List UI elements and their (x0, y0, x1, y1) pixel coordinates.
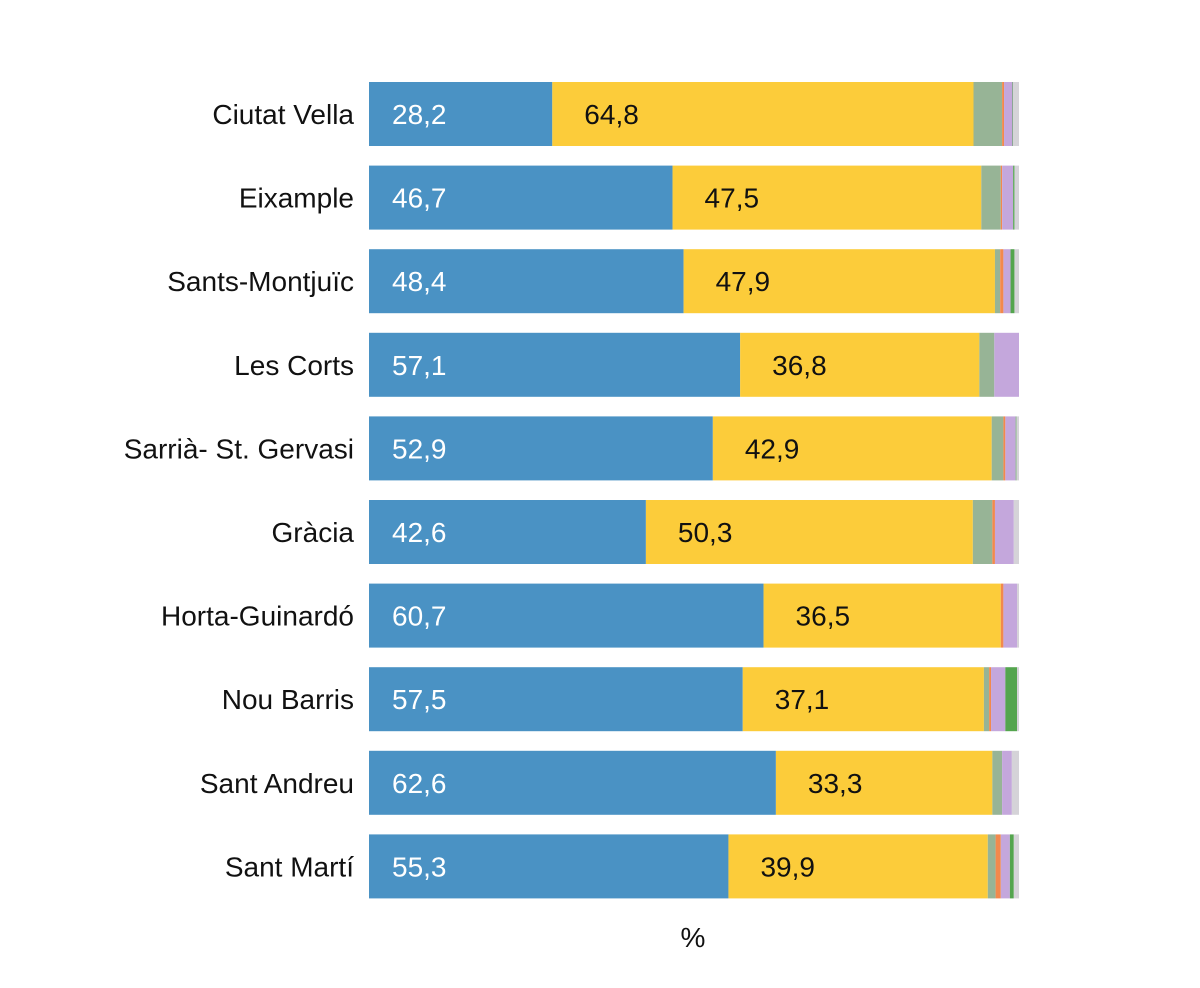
category-label: Sant Andreu (200, 768, 354, 799)
bar-segment (1002, 165, 1014, 230)
bar-segment (1013, 82, 1019, 146)
bar-segment (645, 500, 973, 564)
bar-segment (1003, 416, 1006, 481)
bar-segment (369, 165, 673, 230)
category-label: Gràcia (272, 517, 355, 548)
data-label: 62,6 (392, 768, 447, 799)
data-label: 33,3 (808, 768, 863, 799)
bar-segment (369, 750, 776, 815)
bar-segment (369, 667, 743, 732)
x-axis-label: % (681, 922, 706, 953)
category-label: Les Corts (234, 350, 354, 381)
bar-segment (989, 667, 992, 732)
bar-segment (1010, 249, 1015, 314)
bar-segment (1016, 416, 1019, 481)
data-label: 60,7 (392, 601, 447, 632)
bar-segment (987, 834, 996, 899)
bar-segment (740, 332, 980, 397)
data-label: 55,3 (392, 851, 447, 882)
data-label: 37,1 (775, 684, 830, 715)
bar-segment (1011, 750, 1019, 815)
data-label: 39,9 (760, 851, 815, 882)
data-label: 36,8 (772, 350, 827, 381)
bar-segment (1002, 82, 1005, 146)
data-label: 36,5 (796, 601, 851, 632)
bar-segment (1005, 416, 1016, 481)
bar-segment (992, 500, 995, 564)
bar-segment (1017, 667, 1019, 732)
bar-segment (981, 165, 1001, 230)
bar-segment (972, 500, 993, 564)
bar-segment (991, 416, 1004, 481)
bar-segment (369, 332, 741, 397)
bar-segment (369, 416, 713, 481)
category-label: Ciutat Vella (212, 99, 354, 130)
bar-segment (672, 165, 982, 230)
bar-segment (712, 416, 992, 481)
bar-segment (994, 500, 1014, 564)
bar-segment (973, 82, 1003, 146)
bar-segment (369, 500, 646, 564)
category-label: Nou Barris (222, 684, 354, 715)
bar-segment (1015, 416, 1017, 481)
data-label: 46,7 (392, 183, 447, 214)
data-label: 47,9 (716, 266, 771, 297)
bar-segment (1014, 249, 1019, 314)
data-label: 42,9 (745, 433, 800, 464)
bar-segment (1003, 249, 1011, 314)
category-label: Sarrià- St. Gervasi (124, 433, 354, 464)
bar-segment (763, 583, 1001, 648)
bar-segment (994, 332, 1019, 397)
bar-segment (1012, 82, 1014, 146)
bar-segment (728, 834, 988, 899)
category-labels: Ciutat Vella Eixample Sants-Montjuïc Les Co… (124, 99, 355, 882)
bar-segment (994, 249, 1001, 314)
bar-segment (1000, 583, 1004, 648)
bar-segment (995, 834, 1001, 899)
bar-segment (369, 834, 729, 899)
bar-segment (1013, 165, 1015, 230)
bar-segment (1013, 834, 1019, 899)
bar-segment (1000, 249, 1004, 314)
bar-segment (369, 583, 764, 648)
bar-segment (775, 750, 993, 815)
bar-segment (1000, 165, 1003, 230)
bar-segment (369, 82, 553, 146)
bar-segment (1017, 583, 1019, 648)
bar-segment (1009, 834, 1014, 899)
bar-segment (1000, 834, 1010, 899)
bar-segment (1013, 500, 1019, 564)
data-label: 52,9 (392, 433, 447, 464)
bar-segment (742, 667, 984, 732)
bar-segment (983, 667, 990, 732)
data-label: 57,5 (392, 684, 447, 715)
category-label: Horta-Guinardó (161, 601, 354, 632)
data-label: 48,4 (392, 266, 447, 297)
data-label: 28,2 (392, 99, 447, 130)
bar-segment (1003, 583, 1018, 648)
bar-segment (979, 332, 995, 397)
bars-layer: 28,2 64,8 46,7 47,5 48,4 47,9 57,1 36,8 52,9 42,9… (369, 82, 1019, 899)
category-label: Sants-Montjuïc (167, 266, 354, 297)
bar-segment (1005, 667, 1018, 732)
data-label: 64,8 (584, 99, 639, 130)
category-label: Eixample (239, 183, 354, 214)
bar-segment (1002, 750, 1012, 815)
bar-segment (1014, 165, 1019, 230)
bar-segment (683, 249, 995, 314)
category-label: Sant Martí (225, 851, 354, 882)
bar-segment (1004, 82, 1013, 146)
data-label: 42,6 (392, 517, 447, 548)
bar-segment (552, 82, 974, 146)
bar-segment (369, 249, 684, 314)
data-label: 47,5 (705, 183, 760, 214)
data-label: 57,1 (392, 350, 447, 381)
bar-segment (991, 667, 1006, 732)
bar-segment (992, 750, 1003, 815)
data-label: 50,3 (678, 517, 733, 548)
